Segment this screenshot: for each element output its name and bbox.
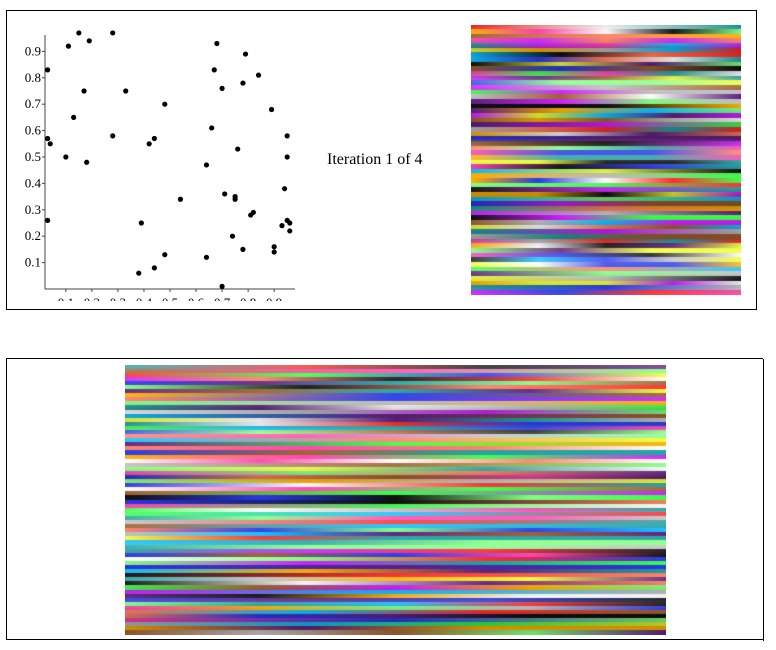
data-point [123,88,129,94]
data-point [71,114,77,120]
data-point [229,233,236,239]
data-point [162,252,168,258]
x-tick-label: 0.5 [162,295,178,301]
data-point [214,40,220,47]
data-point [271,244,277,250]
x-tick-label: 0.9 [266,295,282,301]
data-point [162,101,168,107]
data-point [203,254,210,260]
x-tick-label: 0.6 [188,295,205,301]
data-point [271,249,277,255]
data-point [255,72,262,78]
data-point [151,135,157,142]
data-point [284,154,290,160]
data-point [287,220,293,226]
data-point [151,265,157,271]
y-tick-label: 0.1 [25,255,41,270]
data-point [209,125,215,131]
data-point [65,43,72,49]
scatter-plot: 0.1 0.2 0.3 0.4 0.5 0.6 0.7 0.8 0.9 0.1 0.2 0.3 0.4 0… [25,30,295,301]
data-point [219,85,225,91]
data-point [136,270,142,276]
data-point [211,67,217,73]
x-tick-label: 0.7 [214,295,231,301]
data-point [250,209,256,216]
data-point [177,196,184,202]
data-point [86,38,92,44]
data-point [203,162,210,168]
top-panel: 0.1 0.2 0.3 0.4 0.5 0.6 0.7 0.8 0.9 0.1 0.2 0.3 0.4 0… [6,10,757,310]
data-point [45,217,51,223]
data-point [219,283,225,289]
data-point [45,135,51,142]
data-point [232,196,238,202]
data-point [284,133,290,139]
data-point [84,159,90,165]
y-tick-label: 0.3 [25,202,41,217]
data-point [281,186,288,192]
data-point [47,141,53,147]
iteration-label: Iteration 1 of 4 [327,151,423,168]
data-point [146,141,152,147]
y-tick-label: 0.6 [25,123,42,138]
data-point [110,30,116,36]
data-point [268,106,275,113]
color-stripe-image-small [471,25,741,295]
data-point [240,246,246,252]
y-tick-label: 0.7 [25,96,42,111]
data-point [279,223,285,229]
data-point [81,88,87,94]
data-point [138,220,144,226]
x-tick-label: 0.4 [136,295,153,301]
color-stripe-image-large [125,365,666,635]
data-point [63,154,69,160]
data-point [45,67,51,73]
data-point [110,133,116,139]
data-point [287,228,293,234]
x-tick-label: 0.8 [240,295,256,301]
data-point [242,51,249,57]
y-tick-label: 0.2 [25,228,41,243]
x-tick-label: 0.1 [58,295,74,301]
x-tick-label: 0.2 [84,295,100,301]
x-tick-label: 0.3 [110,295,126,301]
y-tick-label: 0.5 [25,149,41,164]
y-tick-label: 0.9 [25,43,41,58]
data-point [235,146,241,152]
data-point [222,191,228,197]
data-point [240,80,246,86]
y-tick-label: 0.8 [25,70,41,85]
bottom-panel [6,358,764,641]
y-tick-label: 0.4 [25,175,42,190]
data-point [76,30,82,36]
